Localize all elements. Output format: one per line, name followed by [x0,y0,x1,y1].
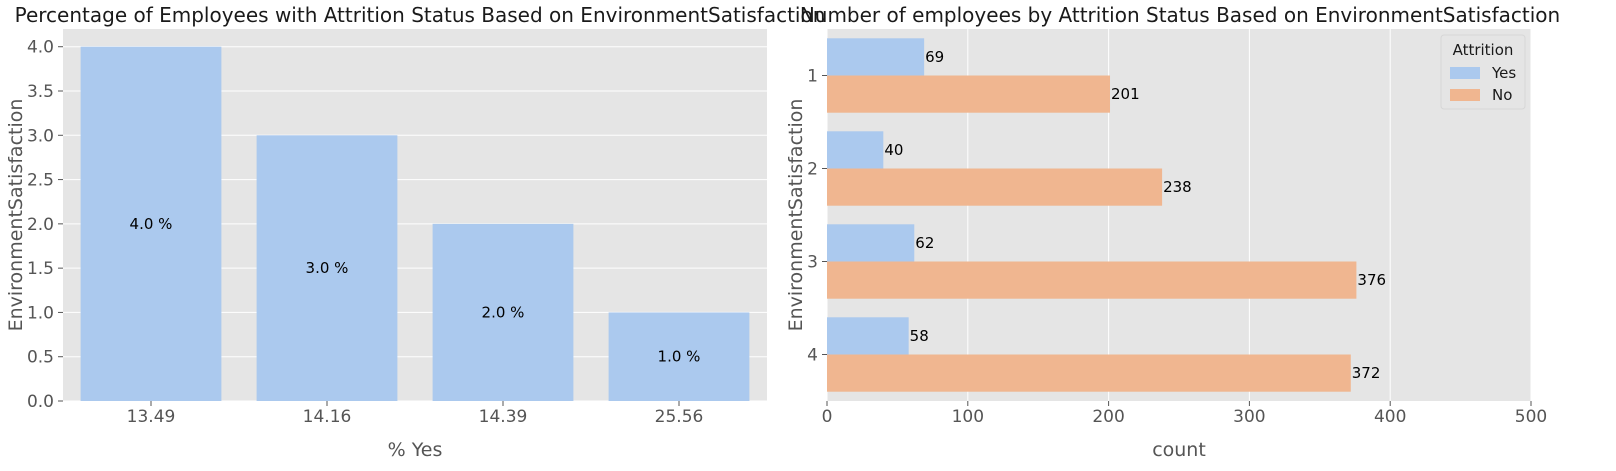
right-bar-no [827,354,1351,392]
left-bar [608,312,750,401]
right-bar-no [827,75,1111,113]
legend-swatch-yes [1450,67,1480,79]
legend-swatch-no [1450,89,1480,101]
right-bar-label: 62 [915,234,934,252]
left-x-axis-label: % Yes [388,439,443,461]
right-x-tick-label: 100 [952,407,984,427]
right-y-axis-label: EnvironmentSatisfaction [785,99,807,332]
right-x-tick-label: 500 [1515,407,1547,427]
right-bar-no [827,168,1163,206]
left-y-tick-label: 1.5 [27,259,54,279]
legend-items: Yes No [1450,64,1516,104]
left-bar-label: 3.0 % [306,259,349,277]
left-bar [256,135,398,402]
right-bar-label: 376 [1357,271,1386,289]
legend-label: Yes [1491,64,1516,82]
left-y-tick-label: 0.0 [27,392,54,412]
right-chart: 69 201 40 238 62 376 58 372 0 100 200 300 400 500 1 2 3… [785,3,1560,461]
right-bar-yes [827,131,884,169]
left-y-axis-label: EnvironmentSatisfaction [5,99,27,332]
right-bar-label: 69 [925,48,944,66]
left-y-tick-label: 3.0 [27,126,54,146]
right-bar-label: 58 [910,327,929,345]
left-y-tick-label: 2.0 [27,215,54,235]
left-bar [432,223,574,401]
right-x-tick-label: 300 [1233,407,1265,427]
left-bars: 4.0 % 3.0 % 2.0 % 1.0 % [80,46,750,402]
left-bar-label: 4.0 % [130,215,173,233]
left-bar-label: 2.0 % [482,303,525,321]
left-y-tick-label: 4.0 [27,38,54,58]
left-bar-label: 1.0 % [658,348,701,366]
right-bar-label: 40 [884,141,903,159]
left-x-tick-label: 25.56 [655,407,704,427]
right-bar-yes [827,317,909,355]
right-tick-labels: 0 100 200 300 400 500 1 2 3 4 [807,67,1547,428]
left-tick-labels: 0.0 0.5 1.0 1.5 2.0 2.5 3.0 3.5 4.0 13.49 14.16 14.… [27,38,703,427]
left-y-tick-label: 3.5 [27,82,54,102]
right-y-tick-label: 1 [807,67,818,87]
right-bar-label: 372 [1352,364,1381,382]
right-x-tick-label: 200 [1092,407,1124,427]
right-bars: 69 201 40 238 62 376 58 372 [827,38,1386,392]
left-chart-title: Percentage of Employees with Attrition S… [15,3,826,27]
legend-title: Attrition [1453,41,1514,59]
right-bar-yes [827,38,925,76]
right-x-tick-label: 400 [1374,407,1406,427]
right-x-axis-label: count [1152,439,1206,461]
left-chart: 4.0 % 3.0 % 2.0 % 1.0 % 0.0 0.5 1.0 1.5 2.0 2.5 3… [5,3,825,461]
right-y-tick-label: 3 [807,253,818,273]
left-y-tick-label: 1.0 [27,303,54,323]
right-chart-title: Number of employees by Attrition Status … [800,3,1560,27]
right-bar-no [827,261,1357,299]
left-x-tick-label: 14.16 [303,407,352,427]
left-x-tick-label: 14.39 [479,407,528,427]
legend: Attrition Yes No [1440,34,1526,110]
left-x-tick-label: 13.49 [127,407,176,427]
right-bar-label: 238 [1163,178,1192,196]
left-bar [80,46,222,401]
right-bar-label: 201 [1111,85,1140,103]
right-y-tick-label: 2 [807,160,818,180]
left-y-tick-label: 0.5 [27,348,54,368]
right-bar-yes [827,224,915,262]
right-y-tick-label: 4 [807,346,818,366]
legend-label: No [1492,86,1512,104]
left-y-tick-label: 2.5 [27,171,54,191]
right-x-tick-label: 0 [822,407,833,427]
